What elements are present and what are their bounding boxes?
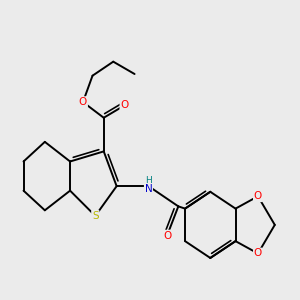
Text: O: O (163, 230, 171, 241)
Text: O: O (120, 100, 129, 110)
Text: H: H (145, 176, 152, 185)
Text: S: S (92, 211, 99, 221)
Text: N: N (145, 184, 152, 194)
Text: N: N (145, 177, 152, 187)
Text: O: O (254, 191, 262, 201)
Text: O: O (254, 248, 262, 259)
Text: O: O (79, 97, 87, 107)
